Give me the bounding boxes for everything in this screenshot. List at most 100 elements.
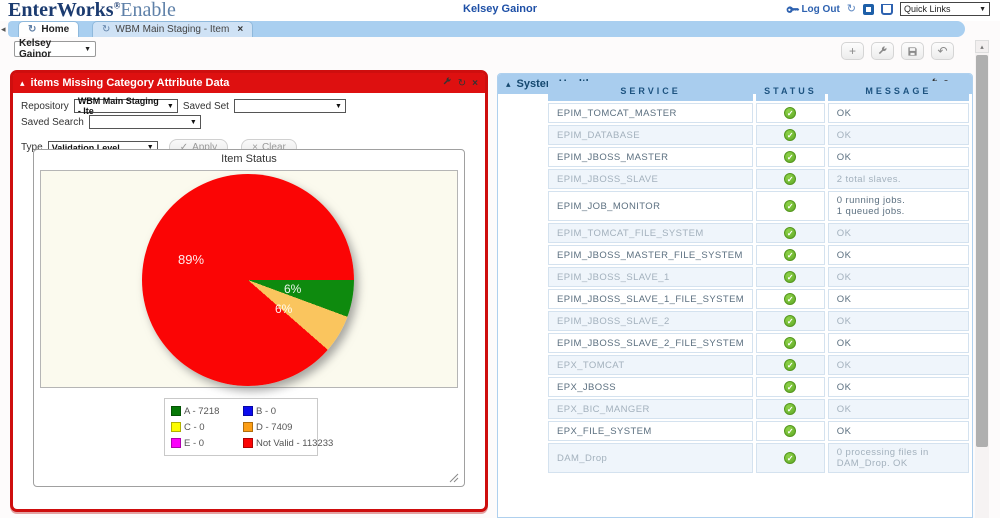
header-actions: Log Out ↻ Quick Links ▼: [787, 2, 990, 16]
chevron-down-icon: ▼: [146, 144, 154, 151]
message-cell: OK: [827, 147, 969, 167]
legend-label: Not Valid - 113233: [256, 437, 334, 449]
legend-swatch: [243, 422, 253, 432]
tab-strip: ↻ Home ↻ WBM Main Staging - Item ×: [8, 21, 965, 37]
quick-links-label: Quick Links: [904, 4, 951, 14]
table-row: EPIM_TOMCAT_MASTER ✓ OK: [548, 103, 969, 123]
status-cell: ✓: [756, 399, 825, 419]
health-table-body: EPIM_TOMCAT_MASTER ✓ OK EPIM_DATABASE ✓ OK EPI…: [548, 103, 969, 473]
form-row-type: Type Validation Level ▼ ✓ Apply × Clear: [21, 139, 477, 156]
panel-header-icons: ↻ ×: [442, 74, 478, 92]
status-cell: ✓: [756, 377, 825, 397]
saved-search-select[interactable]: ▼: [88, 115, 201, 129]
chevron-down-icon: ▼: [335, 102, 342, 110]
apply-label: Apply: [192, 142, 218, 153]
service-cell: EPIM_TOMCAT_MASTER: [548, 103, 754, 123]
status-cell: ✓: [756, 355, 825, 375]
tab-wbm-main-staging-item[interactable]: ↻ WBM Main Staging - Item ×: [92, 21, 254, 37]
message-cell: 0 processing files in DAM_Drop. OK: [827, 443, 969, 473]
collapse-icon[interactable]: ▴: [20, 77, 25, 88]
resize-handle[interactable]: [449, 470, 459, 483]
repository-value: WBM Main Staging - Ite: [77, 96, 159, 116]
apps-icon[interactable]: [863, 3, 874, 15]
saved-set-label: Saved Set: [182, 100, 229, 112]
pie[interactable]: 89% 6% 6%: [142, 174, 354, 386]
message-cell: OK: [827, 223, 969, 243]
panel-close-icon[interactable]: ×: [472, 77, 478, 89]
logo-registered-mark: ®: [113, 0, 121, 11]
status-cell: ✓: [756, 289, 825, 309]
type-value: Validation Level: [51, 142, 120, 153]
status-ok-icon: ✓: [784, 381, 797, 393]
vertical-scrollbar[interactable]: ▴: [975, 40, 989, 518]
legend-label: B - 0: [256, 405, 277, 417]
message-cell: OK: [827, 377, 969, 397]
refresh-icon[interactable]: ↻: [846, 2, 856, 15]
table-row: EPIM_JBOSS_SLAVE_2_FILE_SYSTEM ✓ OK: [548, 333, 969, 353]
item-status-chart: Item Status 89% 6% 6% A - 7218 B - 0 C - 0…: [33, 149, 465, 487]
status-ok-icon: ✓: [784, 200, 797, 212]
undo-button[interactable]: ↶: [931, 42, 954, 60]
tab-scroll-left-icon[interactable]: ◂: [1, 24, 6, 34]
status-cell: ✓: [756, 443, 825, 473]
legend-label: D - 7409: [256, 421, 293, 433]
table-row: EPX_JBOSS ✓ OK: [548, 377, 969, 397]
tab-refresh-icon[interactable]: ↻: [28, 23, 37, 35]
pie-label-d: 6%: [275, 302, 293, 316]
header-user-name: Kelsey Gainor: [463, 3, 537, 15]
legend-swatch: [171, 422, 181, 432]
message-cell: OK: [827, 125, 969, 145]
add-widget-button[interactable]: +: [841, 42, 864, 60]
repository-select[interactable]: WBM Main Staging - Ite ▼: [73, 96, 178, 116]
items-missing-category-header: ▴ items Missing Category Attribute Data …: [13, 73, 485, 93]
table-row: EPIM_JBOSS_SLAVE_1_FILE_SYSTEM ✓ OK: [548, 289, 969, 309]
chevron-down-icon: ▼: [84, 45, 91, 53]
scrollbar-thumb[interactable]: [976, 55, 988, 447]
panel-refresh-icon[interactable]: ↻: [457, 77, 467, 89]
legend-item: C - 0: [171, 422, 243, 433]
logout-link[interactable]: Log Out: [787, 4, 840, 15]
user-context-select[interactable]: Kelsey Gainor ▼: [14, 38, 96, 60]
plus-icon: +: [848, 44, 856, 58]
saved-set-select[interactable]: ▼: [233, 99, 346, 113]
status-ok-icon: ✓: [784, 129, 797, 141]
quick-links-select[interactable]: Quick Links ▼: [900, 2, 990, 16]
status-ok-icon: ✓: [784, 452, 797, 464]
status-cell: ✓: [756, 191, 825, 221]
pie-label-a: 6%: [284, 282, 302, 296]
chevron-down-icon: ▼: [189, 118, 197, 126]
table-row: EPIM_TOMCAT_FILE_SYSTEM ✓ OK: [548, 223, 969, 243]
tab-home-label: Home: [41, 24, 70, 35]
settings-button[interactable]: [871, 42, 894, 60]
saved-search-label: Saved Search: [21, 116, 84, 128]
status-ok-icon: ✓: [784, 337, 797, 349]
system-health-table: SERVICE STATUS MESSAGE EPIM_TOMCAT_MASTE…: [545, 79, 972, 475]
status-ok-icon: ✓: [784, 293, 797, 305]
message-cell: OK: [827, 103, 969, 123]
form-row-repository: Repository WBM Main Staging - Ite ▼ Save…: [21, 96, 477, 116]
status-ok-icon: ✓: [784, 227, 797, 239]
status-cell: ✓: [756, 245, 825, 265]
type-label: Type: [21, 142, 43, 153]
column-header-service: SERVICE: [548, 81, 754, 101]
close-icon[interactable]: ×: [237, 24, 244, 35]
bookmark-icon[interactable]: [881, 3, 893, 15]
scroll-up-button[interactable]: ▴: [975, 40, 989, 53]
save-button[interactable]: [901, 42, 924, 60]
tab-refresh-icon[interactable]: ↻: [102, 23, 111, 35]
panel-settings-button[interactable]: [442, 74, 452, 92]
status-ok-icon: ✓: [784, 107, 797, 119]
collapse-icon[interactable]: ▴: [506, 78, 511, 89]
service-cell: EPX_TOMCAT: [548, 355, 754, 375]
panel-title: items Missing Category Attribute Data: [30, 77, 230, 89]
service-cell: EPIM_JBOSS_SLAVE_2_FILE_SYSTEM: [548, 333, 754, 353]
legend-item: A - 7218: [171, 406, 243, 417]
legend-swatch: [243, 406, 253, 416]
table-row: EPIM_JBOSS_SLAVE_2 ✓ OK: [548, 311, 969, 331]
items-missing-category-body: Repository WBM Main Staging - Ite ▼ Save…: [13, 93, 485, 509]
status-cell: ✓: [756, 169, 825, 189]
tab-home[interactable]: ↻ Home: [18, 21, 80, 37]
tab-wbm-label: WBM Main Staging - Item: [115, 24, 230, 35]
chevron-down-icon: ▼: [166, 102, 174, 110]
